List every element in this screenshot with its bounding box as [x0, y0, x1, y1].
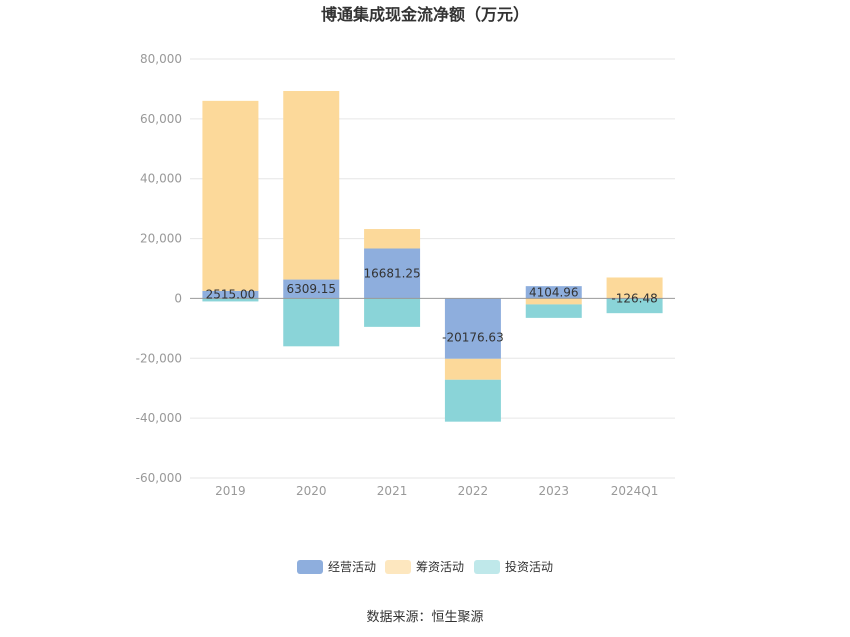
- legend-swatch: [385, 560, 411, 574]
- y-tick-label: 60,000: [140, 112, 182, 126]
- data-label: 2515.00: [206, 288, 256, 302]
- bar-segment: [202, 290, 259, 299]
- x-tick-label: 2024Q1: [611, 484, 659, 498]
- y-tick-label: 40,000: [140, 172, 182, 186]
- bar-segment: [606, 277, 663, 299]
- legend-swatch: [474, 560, 500, 574]
- y-tick-label: 80,000: [140, 52, 182, 66]
- x-tick-label: 2021: [377, 484, 408, 498]
- legend-item-label: 筹资活动: [416, 560, 464, 574]
- x-tick-label: 2019: [215, 484, 246, 498]
- y-tick-label: 0: [174, 291, 182, 305]
- labels-layer: 2515.00 6309.15 16681.25 -20176.63 4104.96 -1…: [206, 266, 658, 344]
- legend-swatch: [297, 560, 323, 574]
- chart-title: 博通集成现金流净额（万元）: [321, 5, 529, 24]
- bar-segment: [202, 298, 259, 302]
- x-tick-label: 2022: [458, 484, 489, 498]
- bar-segment: [525, 304, 582, 318]
- y-tick-label: -40,000: [136, 411, 182, 425]
- legend-item-label: 投资活动: [505, 559, 553, 574]
- axis-layer: 80,000 60,000 40,000 20,000 0 -20,000 -40,000 -…: [136, 52, 675, 498]
- data-label: -126.48: [611, 292, 657, 306]
- bar-segment: [202, 100, 259, 291]
- grid-layer: [190, 58, 675, 479]
- bar-segment: [606, 298, 663, 314]
- bar-segment: [444, 379, 501, 422]
- bar-segment: [444, 358, 501, 380]
- data-label: -20176.63: [442, 331, 504, 345]
- bars-layer: [202, 90, 663, 422]
- data-label: 6309.15: [286, 282, 336, 296]
- bar-segment: [364, 229, 421, 249]
- bar-segment: [283, 279, 340, 299]
- data-label: 16681.25: [363, 266, 420, 280]
- bar-segment: [283, 298, 340, 347]
- y-tick-label: -60,000: [136, 471, 182, 485]
- data-label: 4104.96: [529, 285, 579, 299]
- y-tick-label: -20,000: [136, 351, 182, 365]
- legend-item-label: 经营活动: [328, 560, 376, 574]
- bar-segment: [364, 248, 421, 299]
- bar-segment: [283, 90, 340, 280]
- bar-segment: [364, 298, 421, 327]
- y-tick-label: 20,000: [140, 232, 182, 246]
- legend: 经营活动 筹资活动 投资活动: [297, 559, 553, 574]
- x-tick-label: 2020: [296, 484, 327, 498]
- bar-segment: [525, 286, 582, 299]
- bar-segment: [525, 298, 582, 305]
- bar-segment: [444, 298, 501, 359]
- data-source-note: 数据来源：恒生聚源: [366, 610, 483, 625]
- x-tick-label: 2023: [538, 484, 569, 498]
